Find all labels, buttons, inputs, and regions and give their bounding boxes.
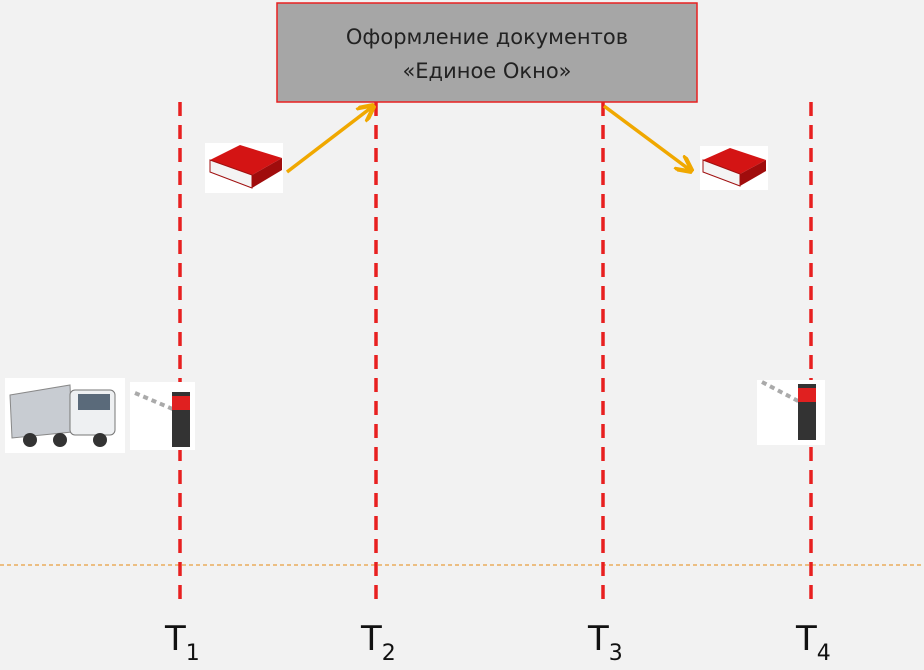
marker-index: 1 <box>186 641 200 666</box>
marker-letter: T <box>164 619 186 659</box>
time-marker: T2 <box>360 619 396 666</box>
marker-letter: T <box>587 619 609 659</box>
time-lines <box>178 102 813 600</box>
marker-letter: T <box>360 619 382 659</box>
time-marker: T1 <box>164 619 200 666</box>
arrow <box>285 107 372 174</box>
window-box <box>276 2 698 103</box>
time-marker: T3 <box>587 619 623 666</box>
time-marker: T4 <box>795 619 831 666</box>
marker-index: 3 <box>609 641 623 666</box>
time-markers: T1 T2 T3 T4 <box>164 619 831 666</box>
barrier-icon <box>757 380 825 445</box>
marker-index: 4 <box>817 641 831 666</box>
arrow <box>602 104 690 170</box>
document-icon <box>205 143 283 193</box>
barrier-icon <box>130 382 195 450</box>
truck-icon <box>5 378 125 453</box>
box-line: Оформление документов <box>346 25 628 49</box>
box-line: «Единое Окно» <box>402 59 571 83</box>
document-icon <box>700 146 768 190</box>
marker-index: 2 <box>382 641 396 666</box>
marker-letter: T <box>795 619 817 659</box>
